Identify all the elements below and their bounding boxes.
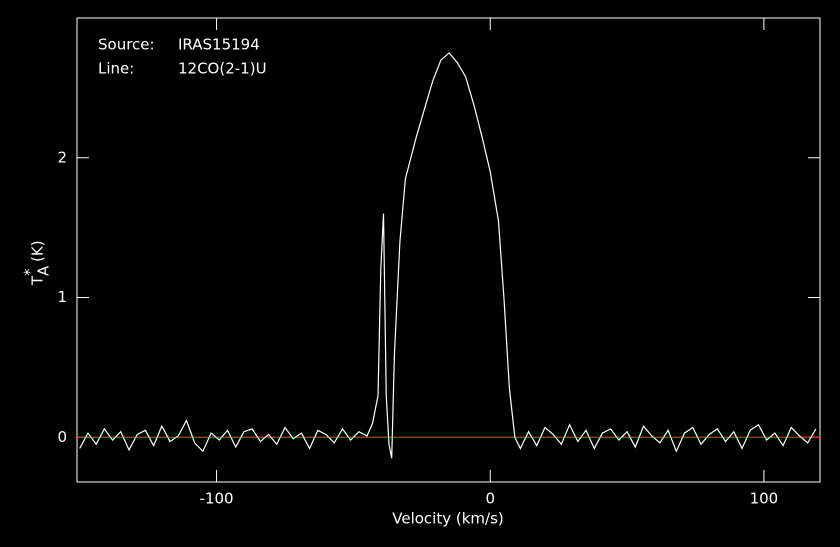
x-tick-label: 0 — [485, 490, 495, 508]
x-tick-label: 100 — [750, 490, 779, 508]
x-tick-label: -100 — [200, 490, 234, 508]
annotation-key: Source: — [98, 36, 155, 54]
annotation-value: 12CO(2-1)U — [178, 60, 267, 78]
y-label-main: T — [29, 275, 47, 286]
plot-frame — [76, 17, 821, 483]
y-tick-label: 0 — [57, 428, 67, 446]
y-label-unit: (K) — [29, 240, 47, 262]
y-label-sup: * — [21, 268, 39, 276]
y-label-sub: A — [35, 265, 53, 276]
x-axis-label: Velocity (km/s) — [392, 510, 503, 528]
annotation-value: IRAS15194 — [178, 36, 260, 54]
annotation-key: Line: — [98, 60, 134, 78]
y-axis-label: T * A (K) — [21, 240, 53, 286]
spectrum-line — [79, 52, 817, 459]
y-tick-label: 1 — [57, 288, 67, 306]
y-tick-label: 2 — [57, 148, 67, 166]
